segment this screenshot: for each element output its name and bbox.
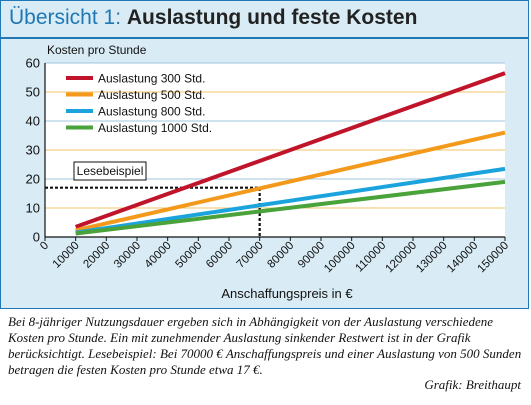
x-tick-label: 80000 (265, 240, 296, 271)
annotation-box (73, 161, 147, 181)
x-tick-label: 130000 (414, 240, 450, 276)
x-tick-label: 50000 (173, 240, 204, 271)
reading-example-annotation: Lesebeispiel (73, 161, 147, 181)
legend-label-3: Auslastung 800 Std. (98, 105, 205, 119)
x-tick-label: 110000 (353, 240, 388, 275)
legend: Auslastung 300 Std. Auslastung 500 Std. Au… (66, 72, 212, 135)
title-prefix: Übersicht 1: (9, 6, 122, 29)
annotation-label: Lesebeispiel (77, 164, 144, 178)
y-tick-label: 20 (26, 172, 40, 187)
x-tick-label: 150000 (476, 240, 512, 276)
x-tick-label: 10000 (51, 240, 82, 271)
y-tick-label: 40 (26, 114, 40, 129)
legend-label-2: Auslastung 500 Std. (98, 88, 205, 102)
y-tick-label: 0 (33, 230, 40, 245)
x-tick-label: 20000 (81, 240, 112, 271)
x-tick-label: 100000 (322, 240, 358, 276)
x-tick-label: 120000 (384, 240, 420, 276)
x-tick-label: 140000 (445, 240, 481, 276)
y-axis-label: Kosten pro Stunde (47, 43, 147, 57)
title-divider (1, 37, 528, 39)
y-tick-label: 60 (26, 56, 40, 71)
chart-title: Übersicht 1: Auslastung und feste Kosten (9, 6, 417, 30)
legend-label-4: Auslastung 1000 Std. (98, 121, 212, 135)
x-tick-label: 70000 (235, 240, 266, 271)
y-tick-label: 10 (26, 201, 40, 216)
x-tick-label: 30000 (112, 240, 143, 271)
series-line-2 (75, 130, 506, 233)
x-tick-label: 40000 (143, 240, 174, 271)
reading-example-guide (45, 186, 261, 237)
y-tick-label: 50 (26, 85, 40, 100)
x-tick-label: 0 (38, 240, 51, 253)
series-line-3 (75, 166, 506, 235)
series-line-1 (74, 71, 506, 229)
y-tick-label: 30 (26, 143, 40, 158)
x-tick-label: 60000 (204, 240, 235, 271)
title-main: Auslastung und feste Kosten (126, 6, 418, 29)
figure-caption: Bei 8-jähriger Nutzungsdauer ergeben sic… (8, 314, 522, 377)
figure-credit: Grafik: Breithaupt (424, 377, 521, 392)
x-axis-label: Anschaffungspreis in € (221, 286, 353, 301)
series-line-4 (75, 179, 506, 236)
legend-label-1: Auslastung 300 Std. (98, 72, 205, 86)
